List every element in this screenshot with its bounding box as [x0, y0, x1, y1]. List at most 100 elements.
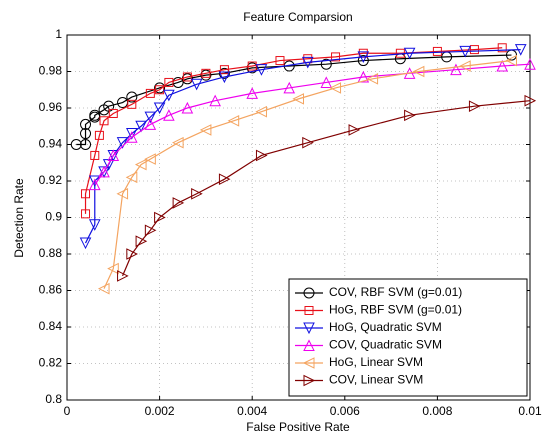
- marker: [144, 153, 156, 165]
- marker: [275, 56, 285, 66]
- marker: [246, 87, 259, 99]
- marker: [181, 101, 194, 114]
- marker: [403, 47, 416, 60]
- y-axis-label: Detection Rate: [12, 178, 26, 258]
- marker: [218, 67, 230, 79]
- marker: [302, 136, 314, 149]
- marker: [172, 197, 185, 209]
- series-line: [76, 54, 512, 146]
- marker: [201, 68, 211, 78]
- marker: [412, 65, 425, 78]
- marker: [80, 139, 92, 150]
- legend-label: COV, RBF SVM (g=0.01): [329, 285, 462, 299]
- marker: [255, 64, 268, 76]
- marker: [126, 91, 138, 103]
- marker: [459, 60, 471, 72]
- legend-label: HoG, Quadratic SVM: [329, 320, 442, 334]
- marker: [116, 187, 129, 200]
- marker: [329, 82, 342, 94]
- marker: [255, 149, 268, 162]
- marker: [116, 137, 129, 149]
- marker: [134, 158, 147, 171]
- marker: [357, 55, 369, 67]
- marker: [154, 82, 166, 94]
- y-tick-label: 0.9: [45, 210, 62, 224]
- marker: [97, 282, 110, 295]
- marker: [98, 165, 110, 178]
- marker: [331, 52, 341, 62]
- marker: [301, 56, 314, 69]
- marker: [199, 124, 212, 136]
- x-tick-label: 0.004: [237, 404, 267, 418]
- marker: [154, 211, 166, 224]
- legend-label: HoG, RBF SVM (g=0.01): [329, 303, 462, 317]
- x-axis-label: False Positive Rate: [246, 420, 350, 434]
- legend-label: HoG, Linear SVM: [329, 355, 423, 369]
- marker: [81, 209, 91, 219]
- legend-label: COV, Linear SVM: [329, 373, 423, 387]
- marker: [218, 71, 231, 84]
- marker: [468, 100, 481, 112]
- marker: [283, 81, 296, 94]
- marker: [219, 65, 229, 75]
- marker: [163, 109, 175, 121]
- legend-box: [288, 278, 528, 397]
- marker: [303, 287, 315, 299]
- series-line: [94, 63, 531, 186]
- marker: [524, 58, 536, 70]
- x-tick-label: 0: [64, 404, 71, 418]
- marker: [144, 111, 157, 124]
- y-tick-label: 0.94: [39, 137, 63, 151]
- marker: [144, 224, 157, 237]
- legend-label: COV, Quadratic SVM: [329, 338, 442, 352]
- marker: [107, 149, 120, 161]
- marker: [153, 102, 166, 115]
- legend: COV, RBF SVM (g=0.01) HoG, RBF SVM (g=0.0…: [288, 278, 528, 397]
- marker: [117, 270, 129, 282]
- marker: [182, 72, 192, 82]
- marker: [164, 77, 174, 87]
- x-tick-label: 0.006: [330, 404, 360, 418]
- series-line: [122, 100, 531, 277]
- marker: [304, 306, 314, 315]
- marker: [227, 114, 240, 127]
- marker: [127, 99, 137, 109]
- marker: [107, 262, 119, 275]
- x-tick-label: 0.008: [422, 404, 452, 418]
- y-tick-label: 0.98: [39, 64, 63, 78]
- marker: [432, 46, 442, 56]
- marker: [79, 237, 92, 250]
- marker: [200, 69, 212, 81]
- marker: [172, 136, 184, 149]
- marker: [404, 109, 416, 122]
- marker: [218, 173, 231, 185]
- marker: [144, 118, 157, 130]
- marker: [88, 219, 101, 231]
- marker: [320, 76, 333, 88]
- series-line: [103, 59, 512, 289]
- marker: [90, 150, 100, 160]
- marker: [191, 187, 203, 200]
- marker: [303, 322, 315, 335]
- marker: [357, 70, 370, 83]
- marker: [246, 62, 258, 74]
- marker: [348, 124, 361, 136]
- marker: [80, 128, 92, 140]
- marker: [357, 51, 370, 64]
- y-tick-label: 0.84: [39, 319, 63, 333]
- y-tick-label: 0.92: [39, 173, 63, 187]
- marker: [126, 248, 138, 260]
- y-tick-label: 0.88: [39, 246, 63, 260]
- marker: [303, 374, 316, 387]
- marker: [292, 93, 304, 105]
- marker: [88, 178, 101, 191]
- marker: [247, 61, 257, 71]
- marker: [125, 171, 138, 184]
- marker: [366, 72, 379, 85]
- marker: [99, 116, 109, 126]
- marker: [81, 189, 91, 199]
- marker: [514, 44, 527, 56]
- y-tick-label: 0.8: [45, 392, 62, 406]
